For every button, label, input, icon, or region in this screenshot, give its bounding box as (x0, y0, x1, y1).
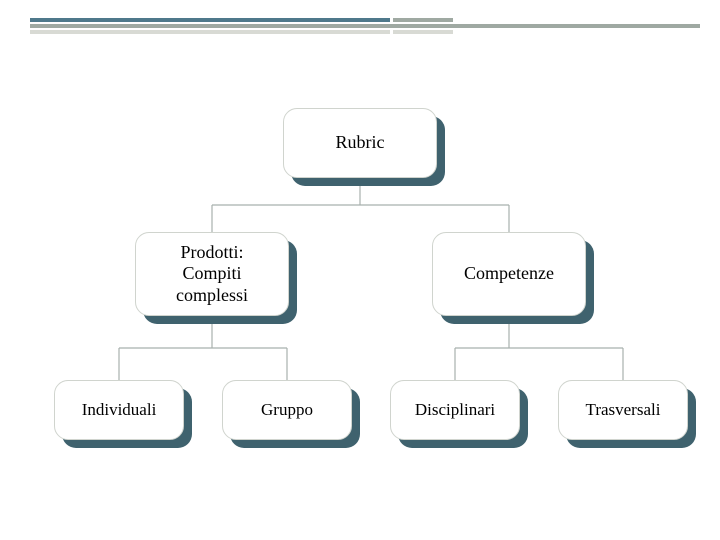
connector-lines (0, 0, 720, 540)
node-card: Gruppo (222, 380, 352, 440)
node-label: Gruppo (261, 400, 313, 420)
node-card: Prodotti: Compiti complessi (135, 232, 289, 316)
header-bar (393, 30, 453, 34)
node-label-line: complessi (176, 285, 248, 307)
node-gruppo: Gruppo (222, 380, 352, 440)
node-card: Individuali (54, 380, 184, 440)
node-card: Disciplinari (390, 380, 520, 440)
node-label: Rubric (336, 132, 385, 154)
header-bar (393, 18, 453, 22)
header-bar (30, 18, 390, 22)
node-trasversali: Trasversali (558, 380, 688, 440)
node-individuali: Individuali (54, 380, 184, 440)
node-root: Rubric (283, 108, 437, 178)
header-bar (30, 24, 700, 28)
node-label: Trasversali (586, 400, 661, 420)
header-bar (30, 30, 390, 34)
node-card: Trasversali (558, 380, 688, 440)
node-label: Individuali (82, 400, 157, 420)
node-label: Competenze (464, 263, 554, 285)
node-label: Disciplinari (415, 400, 495, 420)
node-competenze: Competenze (432, 232, 586, 316)
node-card: Competenze (432, 232, 586, 316)
node-label-line: Compiti (182, 263, 241, 285)
node-prodotti: Prodotti: Compiti complessi (135, 232, 289, 316)
node-disciplinari: Disciplinari (390, 380, 520, 440)
node-label-line: Prodotti: (180, 242, 243, 264)
node-card: Rubric (283, 108, 437, 178)
header-decoration (30, 18, 720, 36)
